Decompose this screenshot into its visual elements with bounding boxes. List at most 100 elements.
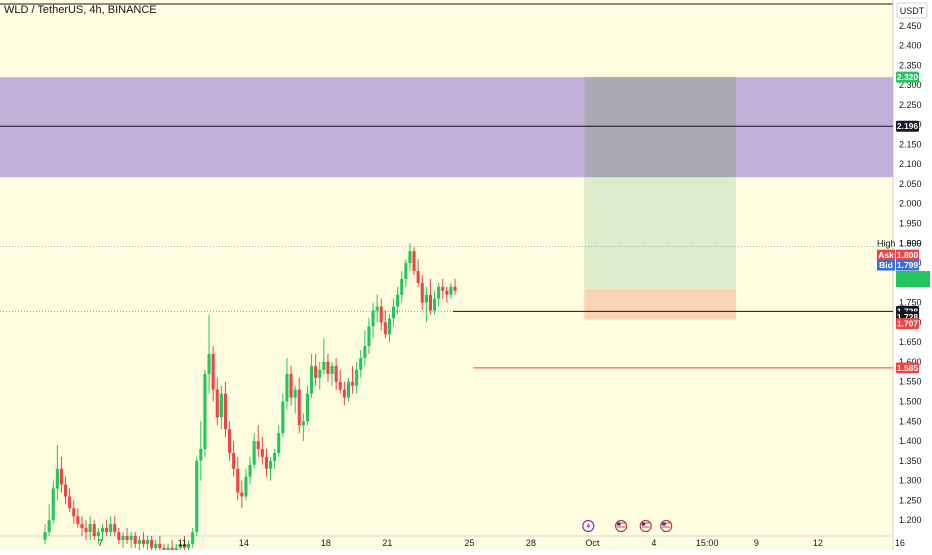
candle[interactable] — [334, 358, 338, 390]
candle[interactable] — [371, 302, 375, 339]
candle[interactable] — [387, 314, 391, 343]
candles-layer[interactable] — [43, 243, 457, 555]
time-axis[interactable]: 7 11 14 18 21 25 28 Oct 4 15:00 9 12 16 — [98, 538, 905, 548]
candle[interactable] — [289, 365, 293, 406]
candle[interactable] — [51, 480, 55, 525]
candle[interactable] — [264, 448, 268, 477]
candle[interactable] — [392, 298, 396, 327]
candle[interactable] — [449, 282, 453, 299]
candle[interactable] — [141, 532, 145, 548]
candle[interactable] — [129, 532, 133, 548]
candle[interactable] — [211, 346, 215, 402]
candle[interactable] — [199, 421, 203, 481]
candle[interactable] — [400, 270, 404, 303]
stop-zone[interactable] — [584, 288, 736, 320]
candle[interactable] — [240, 480, 244, 509]
candle[interactable] — [113, 516, 117, 536]
candle[interactable] — [121, 532, 125, 548]
candle[interactable] — [64, 476, 68, 505]
us-flag-event-icon[interactable] — [614, 519, 628, 533]
candle[interactable] — [182, 536, 186, 552]
candle[interactable] — [322, 338, 326, 374]
candle[interactable] — [277, 425, 281, 457]
candle[interactable] — [379, 298, 383, 331]
candle[interactable] — [76, 508, 80, 529]
candle[interactable] — [117, 528, 121, 544]
symbol-title[interactable]: WLD / TetherUS, 4h, BINANCE — [4, 4, 157, 16]
candle[interactable] — [84, 520, 88, 540]
candle[interactable] — [330, 361, 334, 386]
candle[interactable] — [416, 259, 420, 287]
candle[interactable] — [346, 377, 350, 402]
candle[interactable] — [437, 282, 441, 307]
candle[interactable] — [100, 524, 104, 540]
candle[interactable] — [428, 278, 432, 315]
candle[interactable] — [318, 361, 322, 390]
candle[interactable] — [248, 456, 252, 485]
candle[interactable] — [433, 290, 437, 315]
candle[interactable] — [412, 247, 416, 275]
candle[interactable] — [305, 385, 309, 426]
candle[interactable] — [445, 286, 449, 303]
candle[interactable] — [273, 448, 277, 469]
candle[interactable] — [232, 441, 236, 477]
candle[interactable] — [297, 377, 301, 434]
candle[interactable] — [310, 354, 314, 398]
candle[interactable] — [158, 536, 162, 552]
candle[interactable] — [355, 361, 359, 394]
lightning-event-icon[interactable] — [582, 519, 595, 533]
candle[interactable] — [59, 456, 63, 493]
candle[interactable] — [191, 528, 195, 548]
events-layer[interactable] — [582, 519, 673, 533]
candle[interactable] — [326, 354, 330, 382]
supply-zone[interactable] — [0, 77, 893, 178]
candle[interactable] — [223, 381, 227, 438]
candle[interactable] — [88, 516, 92, 540]
candle[interactable] — [453, 278, 457, 295]
candle[interactable] — [363, 330, 367, 366]
candle[interactable] — [301, 413, 305, 442]
candle[interactable] — [80, 516, 84, 536]
candle[interactable] — [109, 516, 113, 536]
candle[interactable] — [105, 520, 109, 536]
candle[interactable] — [68, 488, 72, 513]
candle[interactable] — [375, 294, 379, 323]
candle[interactable] — [420, 274, 424, 311]
candle[interactable] — [146, 536, 150, 552]
candle[interactable] — [125, 528, 129, 544]
candle[interactable] — [207, 314, 211, 394]
candle[interactable] — [367, 318, 371, 355]
candle[interactable] — [424, 286, 428, 323]
candle[interactable] — [293, 385, 297, 414]
candle[interactable] — [269, 456, 273, 481]
candle[interactable] — [285, 358, 289, 410]
candle[interactable] — [383, 310, 387, 339]
candle[interactable] — [338, 369, 342, 394]
candle[interactable] — [256, 425, 260, 457]
candle[interactable] — [396, 286, 400, 315]
candle[interactable] — [133, 532, 137, 548]
candle[interactable] — [351, 365, 355, 394]
candle[interactable] — [359, 350, 363, 378]
candle[interactable] — [408, 243, 412, 271]
candle[interactable] — [203, 369, 207, 457]
candle[interactable] — [219, 385, 223, 430]
candle[interactable] — [404, 259, 408, 287]
candle[interactable] — [150, 536, 154, 552]
candle[interactable] — [72, 500, 76, 525]
candle[interactable] — [215, 377, 219, 426]
candle[interactable] — [314, 354, 318, 386]
candle[interactable] — [195, 456, 199, 536]
price-axis[interactable]: 2.4502.4002.3502.3002.2502.2002.1502.100… — [899, 21, 922, 525]
candle[interactable] — [228, 421, 232, 461]
candle[interactable] — [252, 433, 256, 469]
candle[interactable] — [43, 524, 47, 544]
candle[interactable] — [244, 468, 248, 501]
candle[interactable] — [92, 520, 96, 540]
candle[interactable] — [47, 504, 51, 536]
us-flag-event-icon[interactable] — [660, 519, 673, 533]
candle[interactable] — [342, 381, 346, 406]
candle[interactable] — [260, 437, 264, 465]
